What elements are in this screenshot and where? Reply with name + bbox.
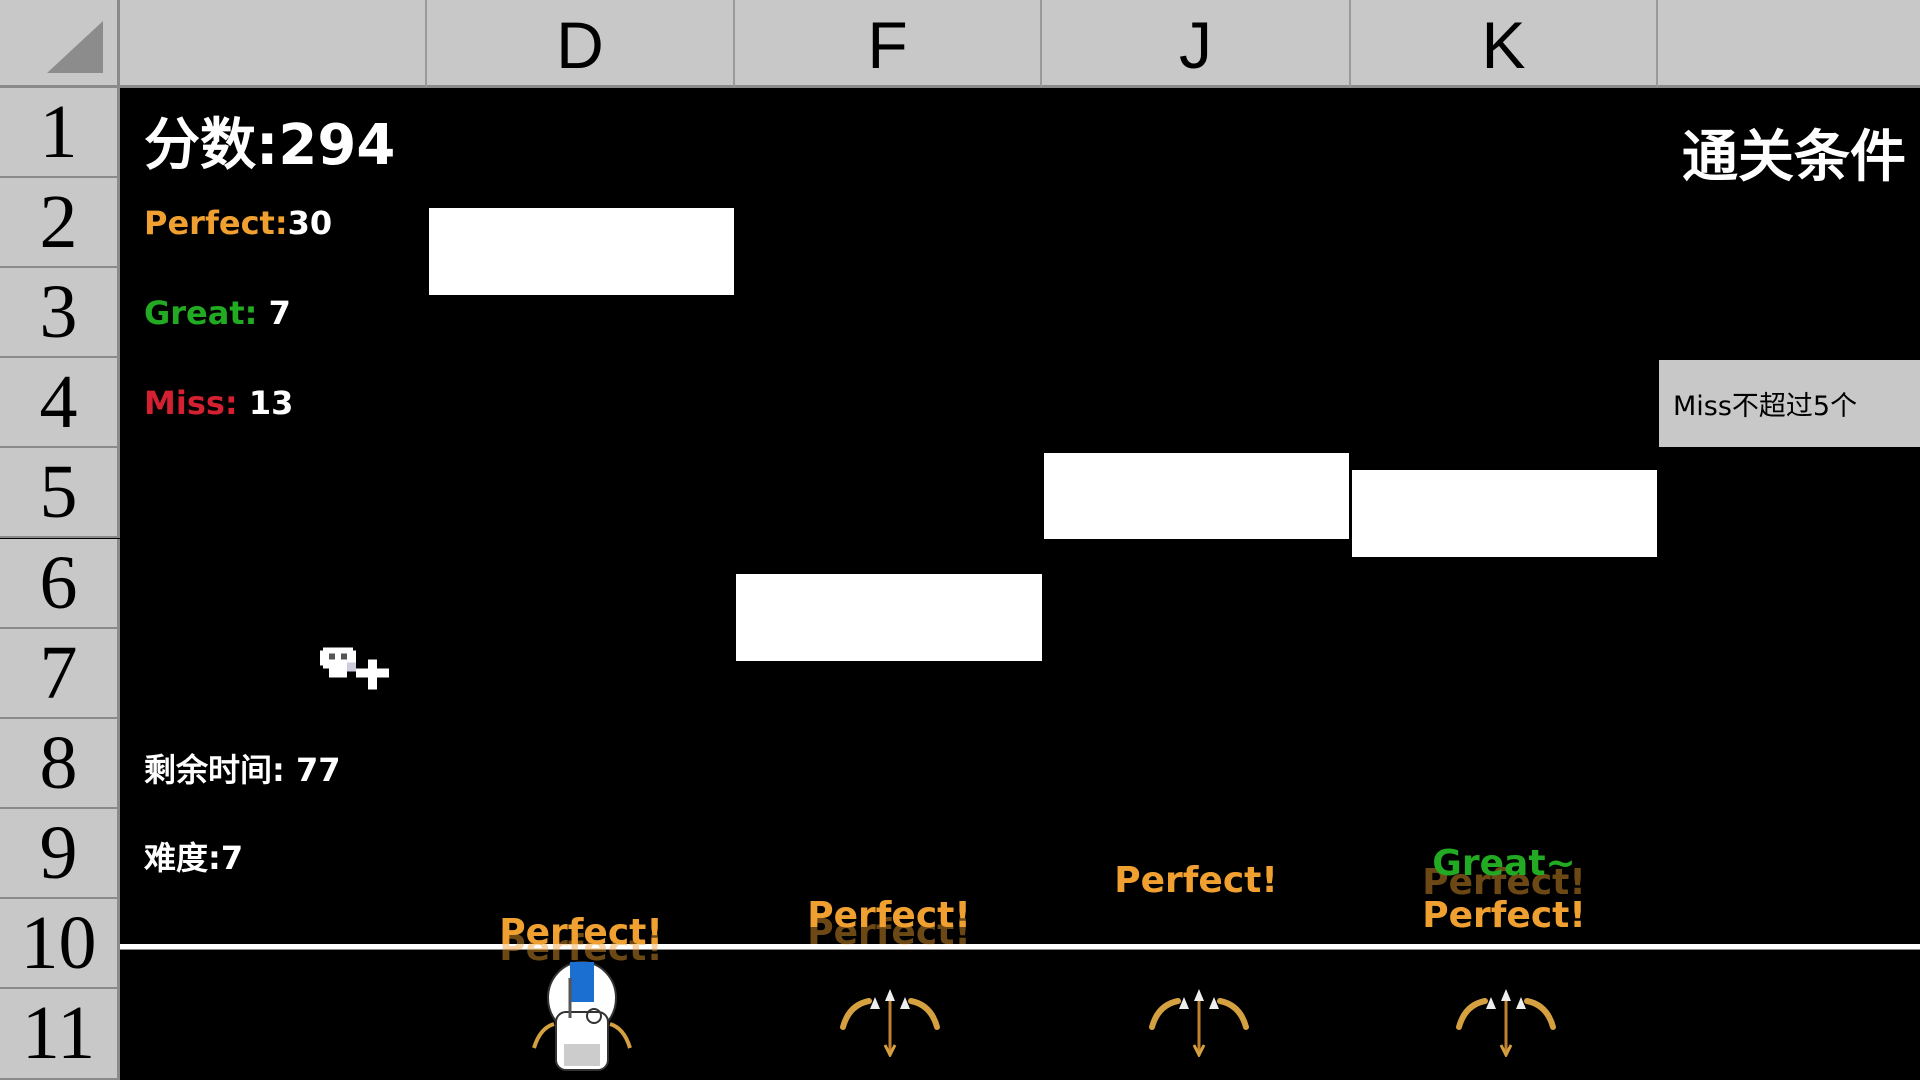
note-lane-k bbox=[1352, 470, 1657, 557]
row-header-7[interactable]: 7 bbox=[0, 629, 120, 719]
row-header-1[interactable]: 1 bbox=[0, 88, 120, 178]
difficulty-value: 7 bbox=[220, 839, 244, 877]
great-label: Great: bbox=[144, 294, 258, 332]
score-display: 分数:294 bbox=[144, 100, 395, 181]
robot-character-icon bbox=[532, 961, 632, 1071]
time-remaining: 剩余时间: 77 bbox=[144, 745, 340, 791]
row-header-4[interactable]: 4 bbox=[0, 358, 120, 448]
row-header-2[interactable]: 2 bbox=[0, 178, 120, 268]
judgement-j: Perfect! bbox=[1114, 860, 1278, 901]
bow-arrow-icon[interactable] bbox=[1451, 987, 1561, 1057]
row-header-8[interactable]: 8 bbox=[0, 719, 120, 809]
column-header-d[interactable]: D bbox=[427, 0, 735, 88]
judgement-k-perfect: Perfect! bbox=[1422, 895, 1586, 936]
difficulty-display: 难度:7 bbox=[144, 833, 243, 879]
great-value: 7 bbox=[268, 294, 291, 332]
note-lane-j bbox=[1044, 453, 1349, 539]
row-header-11[interactable]: 11 bbox=[0, 989, 120, 1080]
note-lane-d bbox=[429, 208, 734, 295]
time-value: 77 bbox=[295, 751, 341, 789]
column-header-f[interactable]: F bbox=[735, 0, 1042, 88]
score-label: 分数: bbox=[144, 113, 279, 178]
miss-value: 13 bbox=[248, 384, 294, 422]
bow-arrow-icon[interactable] bbox=[1144, 987, 1254, 1057]
column-header-j[interactable]: J bbox=[1042, 0, 1351, 88]
row-header-10[interactable]: 10 bbox=[0, 899, 120, 989]
perfect-count: Perfect:30 bbox=[144, 204, 332, 242]
select-all-corner[interactable] bbox=[0, 0, 120, 88]
clear-condition-rule: Miss不超过5个 bbox=[1659, 360, 1920, 447]
column-header-k[interactable]: K bbox=[1351, 0, 1658, 88]
skull-plus-icon bbox=[320, 647, 389, 690]
difficulty-label: 难度: bbox=[144, 839, 221, 877]
row-header-9[interactable]: 9 bbox=[0, 809, 120, 899]
corner-triangle-icon bbox=[47, 21, 103, 73]
great-count: Great: 7 bbox=[144, 294, 291, 332]
judgement-k-great: Great~ bbox=[1432, 843, 1576, 884]
judgement-f-fade: Perfect! bbox=[807, 912, 971, 953]
note-lane-f bbox=[736, 574, 1042, 661]
perfect-label: Perfect: bbox=[144, 204, 288, 242]
miss-label: Miss: bbox=[144, 384, 238, 422]
score-value: 294 bbox=[278, 113, 396, 178]
judgement-f: Perfect! bbox=[807, 895, 971, 936]
bow-arrow-icon[interactable] bbox=[835, 987, 945, 1057]
column-header-last[interactable] bbox=[1658, 0, 1920, 88]
time-label: 剩余时间: bbox=[144, 751, 285, 789]
column-header-blank[interactable] bbox=[120, 0, 427, 88]
perfect-value: 30 bbox=[287, 204, 333, 242]
hit-line bbox=[120, 944, 1920, 950]
miss-count: Miss: 13 bbox=[144, 384, 293, 422]
clear-condition-title: 通关条件 bbox=[1682, 125, 1906, 190]
row-header-3[interactable]: 3 bbox=[0, 268, 120, 358]
row-header-6[interactable]: 6 bbox=[0, 539, 120, 629]
row-header-5[interactable]: 5 bbox=[0, 448, 120, 538]
judgement-d: Perfect! bbox=[499, 912, 663, 953]
judgement-k-fade: Perfect! bbox=[1422, 862, 1586, 903]
